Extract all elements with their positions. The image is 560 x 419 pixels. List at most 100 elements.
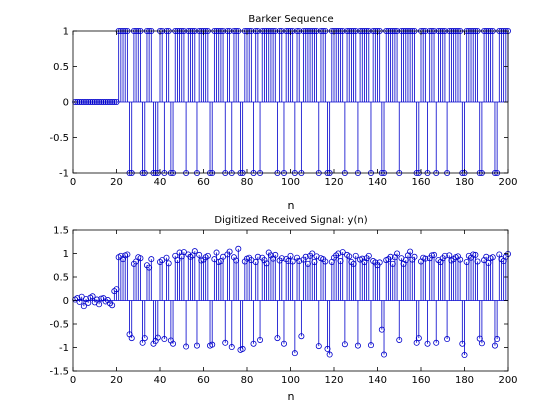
x-tick-label: 100 [281,375,300,386]
chart-title: Barker Sequence [248,14,333,25]
y-tick-label: -1.5 [49,367,69,378]
data-point [411,253,418,260]
x-tick-label: 60 [197,177,210,188]
data-point [315,343,322,350]
x-tick-label: 160 [411,177,430,188]
data-point [289,258,296,265]
data-point [326,351,333,358]
y-tick-label: -1 [59,343,69,354]
y-tick-label: -1 [59,169,69,180]
data-point [428,252,435,259]
data-point [170,340,177,347]
data-point [196,251,203,258]
data-point [191,248,198,255]
barker-sequence-axes: Barker Sequence 0 20 40 60 80 100 120 140 160 180… [49,14,517,212]
data-point [415,335,422,342]
data-point [89,293,96,300]
y-tick-label: 1.5 [53,226,69,237]
data-point [470,251,477,258]
data-point [291,350,298,357]
data-point [352,252,359,259]
data-point [365,252,372,259]
data-point [483,253,490,260]
data-point [433,339,440,346]
data-point [376,259,383,266]
data-point [302,253,309,260]
data-point [339,249,346,256]
data-point [204,252,211,259]
stem-series [72,245,511,359]
x-tick-label: 140 [368,375,387,386]
data-point [287,252,294,259]
data-point [257,336,264,343]
data-point [472,251,479,258]
data-point [478,340,485,347]
x-tick-label: 200 [498,177,517,188]
data-point [228,344,235,351]
data-point [446,252,453,259]
data-point [335,250,342,257]
data-point [463,258,470,265]
x-tick-label: 40 [154,177,167,188]
x-tick-label: 180 [455,177,474,188]
data-point [163,254,170,261]
data-point [422,255,429,262]
data-point [396,336,403,343]
data-point [96,301,103,308]
data-point [324,345,331,352]
data-point [193,342,200,349]
x-tick-label: 120 [324,177,343,188]
x-tick-label: 60 [197,375,210,386]
data-point [128,335,135,342]
data-point [98,295,105,302]
data-point [444,336,451,343]
x-axis-label: n [288,199,295,212]
y-tick-label: 0 [63,296,69,307]
data-point [381,351,388,358]
x-tick-label: 160 [411,375,430,386]
y-tick-label: 0.5 [53,273,69,284]
data-point [441,252,448,259]
data-point [222,339,229,346]
data-point [278,255,285,262]
y-tick-label: -0.5 [49,133,69,144]
data-point [311,258,318,265]
data-point [137,255,144,262]
data-point [285,258,292,265]
data-point [367,342,374,349]
x-tick-label: 80 [241,177,254,188]
y-tick-label: -0.5 [49,320,69,331]
data-point [496,251,503,258]
data-point [485,259,492,266]
x-tick-label: 100 [281,177,300,188]
x-tick-label: 0 [70,177,76,188]
data-point [354,342,361,349]
data-point [494,336,501,343]
data-point [402,257,409,264]
data-point [298,333,305,340]
data-point [322,258,329,265]
data-point [346,253,353,260]
data-point [337,258,344,265]
data-point [124,251,131,258]
data-point [226,248,233,255]
data-point [461,352,468,359]
x-axis-label: n [288,390,295,403]
data-point [263,260,270,267]
data-point [304,260,311,267]
data-point [407,248,414,255]
data-point [109,302,116,309]
stem-series [72,27,511,176]
data-point [139,339,146,346]
data-point [211,256,218,263]
data-point [341,341,348,348]
data-point [350,260,357,267]
x-tick-label: 140 [368,177,387,188]
data-point [457,256,464,263]
x-tick-label: 80 [241,375,254,386]
data-point [280,340,287,347]
axis-ticks: 0 20 40 60 80 100 120 140 160 180 200 -1 -0.5 0 0.5 1 [49,27,517,189]
x-tick-label: 200 [498,375,517,386]
data-point [378,326,385,333]
chart-title: Digitized Received Signal: y(n) [214,215,367,226]
